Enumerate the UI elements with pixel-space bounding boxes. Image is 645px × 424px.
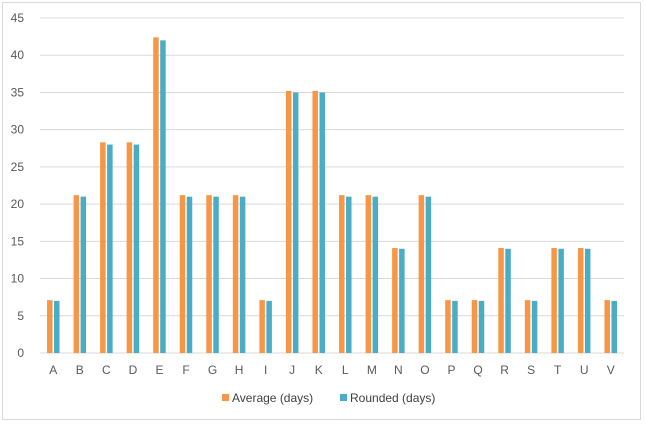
x-tick-label: A	[49, 363, 57, 377]
bar-average-g	[206, 195, 212, 353]
bar-average-b	[73, 195, 80, 353]
x-tick-label: R	[500, 363, 509, 377]
bar-average-a	[47, 300, 53, 353]
bar-rounded-e	[160, 40, 166, 353]
bar-average-e	[153, 37, 159, 353]
x-tick-label: H	[235, 363, 244, 377]
y-tick-label: 45	[11, 11, 25, 25]
y-tick-label: 40	[11, 48, 25, 62]
bar-rounded-d	[133, 144, 140, 353]
x-tick-label: Q	[473, 363, 482, 377]
bar-rounded-l	[346, 196, 352, 353]
bar-average-v	[604, 300, 610, 353]
bar-rounded-g	[213, 196, 219, 353]
bar-average-s	[524, 300, 531, 353]
x-tick-label: B	[76, 363, 84, 377]
x-tick-label: J	[289, 363, 295, 377]
bar-average-q	[471, 300, 478, 353]
bars	[47, 37, 617, 353]
y-tick-label: 20	[11, 197, 25, 211]
x-tick-label: E	[155, 363, 163, 377]
bar-rounded-n	[399, 248, 405, 353]
legend: Average (days) Rounded (days)	[222, 391, 435, 405]
bar-rounded-v	[611, 300, 617, 353]
y-tick-label: 35	[11, 85, 25, 99]
bar-rounded-i	[266, 300, 272, 353]
bar-average-o	[418, 195, 425, 353]
bar-rounded-f	[186, 196, 193, 353]
x-tick-label: D	[129, 363, 138, 377]
bar-rounded-r	[505, 248, 511, 353]
x-tick-label: V	[607, 363, 615, 377]
bar-average-d	[126, 142, 133, 353]
bar-rounded-u	[584, 248, 591, 353]
bar-rounded-b	[80, 196, 87, 353]
legend-label: Average (days)	[232, 391, 313, 405]
bar-rounded-q	[478, 300, 485, 353]
bar-rounded-m	[372, 196, 379, 353]
x-tick-label: I	[264, 363, 267, 377]
x-tick-label: C	[102, 363, 111, 377]
bar-average-r	[498, 248, 504, 353]
bar-average-t	[551, 248, 557, 353]
x-tick-label: U	[580, 363, 589, 377]
y-tick-label: 25	[11, 160, 25, 174]
bar-average-m	[365, 195, 372, 353]
bar-rounded-a	[54, 300, 60, 353]
x-tick-label: O	[420, 363, 429, 377]
bar-rounded-h	[239, 196, 246, 353]
bar-average-n	[392, 248, 398, 353]
x-tick-label: N	[394, 363, 403, 377]
bar-average-i	[259, 300, 265, 353]
bar-rounded-c	[107, 144, 113, 353]
bar-average-u	[577, 248, 584, 353]
bar-average-j	[285, 90, 292, 353]
x-tick-label: T	[554, 363, 562, 377]
x-tick-label: L	[342, 363, 349, 377]
x-tick-label: P	[447, 363, 455, 377]
bar-average-p	[445, 300, 451, 353]
y-axis-ticks: 0 5 10 15 20 25 30 35 40 45	[11, 11, 25, 360]
x-axis-ticks: A B C D E F G H I J K L M N O P Q R S T U V	[49, 363, 614, 377]
bar-average-l	[339, 195, 345, 353]
bar-rounded-o	[425, 196, 432, 353]
legend-swatch	[340, 394, 347, 401]
y-tick-label: 5	[17, 309, 24, 323]
legend-swatch	[222, 394, 229, 401]
bar-rounded-k	[319, 92, 325, 353]
x-tick-label: F	[182, 363, 189, 377]
bar-rounded-j	[292, 92, 299, 353]
bar-average-k	[312, 90, 318, 353]
y-tick-label: 15	[11, 234, 25, 248]
y-tick-label: 30	[11, 123, 25, 137]
bar-average-c	[100, 142, 106, 353]
y-tick-label: 0	[17, 346, 24, 360]
x-tick-label: S	[527, 363, 535, 377]
legend-label: Rounded (days)	[350, 391, 435, 405]
x-tick-label: G	[208, 363, 217, 377]
bar-average-h	[232, 195, 239, 353]
y-tick-label: 10	[11, 272, 25, 286]
x-tick-label: K	[315, 363, 323, 377]
bar-rounded-s	[531, 300, 538, 353]
x-tick-label: M	[367, 363, 377, 377]
bar-rounded-t	[558, 248, 564, 353]
bar-rounded-p	[452, 300, 458, 353]
bar-average-f	[179, 195, 186, 353]
